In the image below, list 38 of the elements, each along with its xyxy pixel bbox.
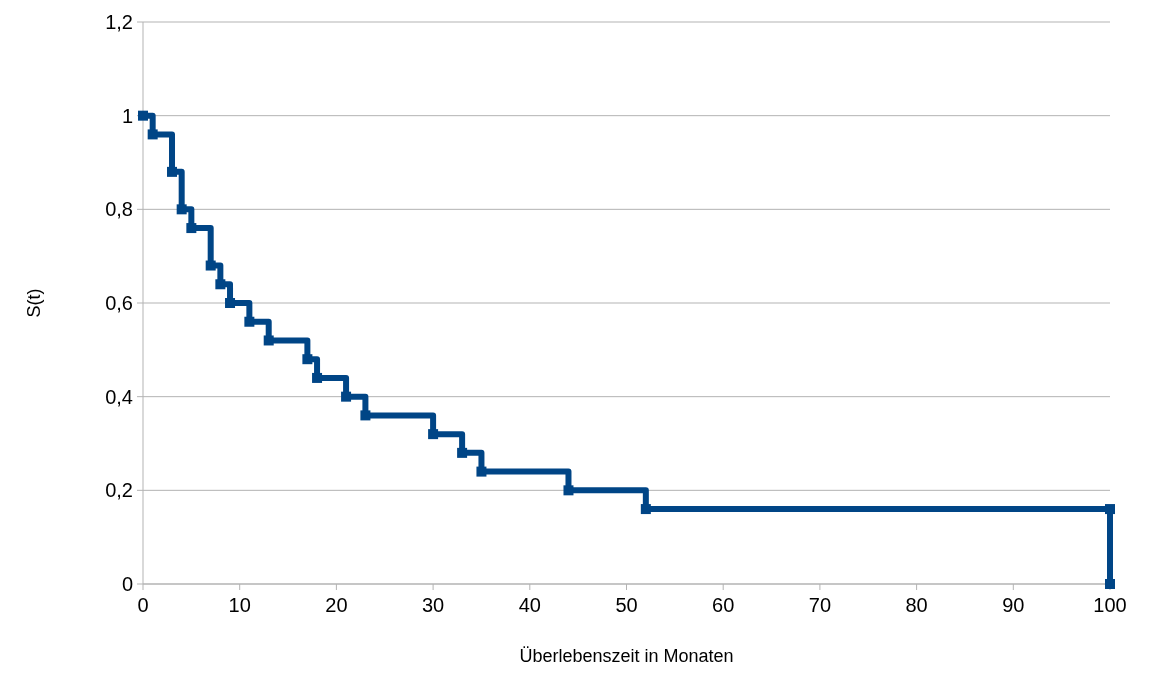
y-axis-title: S(t) — [24, 288, 44, 318]
point — [244, 316, 255, 327]
x-tick-label: 0 — [137, 594, 149, 616]
point — [147, 129, 158, 140]
point — [225, 298, 236, 308]
point — [476, 466, 487, 477]
point — [428, 429, 439, 440]
point — [205, 260, 216, 271]
x-tick-label: 70 — [808, 594, 832, 616]
x-tick-label: 90 — [1002, 594, 1025, 616]
y-tick-label: 0,8 — [105, 198, 133, 221]
point — [360, 410, 371, 421]
x-axis-title: Überlebenszeit in Monaten — [519, 646, 734, 666]
point — [263, 335, 274, 346]
y-tick-label: 0,6 — [105, 292, 133, 314]
point — [457, 447, 468, 458]
point — [312, 372, 323, 383]
point — [563, 485, 574, 496]
x-tick-label: 20 — [325, 594, 348, 616]
point — [176, 204, 187, 215]
x-tick-label: 60 — [712, 594, 735, 616]
x-tick-label: 80 — [905, 594, 928, 616]
point — [640, 504, 651, 515]
x-tick-label: 50 — [615, 594, 638, 616]
point — [215, 279, 226, 290]
x-tick-label: 100 — [1093, 594, 1127, 616]
point — [167, 166, 178, 177]
x-tick-label: 40 — [518, 594, 541, 616]
y-tick-label: 0 — [121, 573, 133, 595]
x-tick-label: 30 — [421, 594, 445, 616]
y-tick-label: 0,4 — [105, 385, 133, 408]
point — [186, 223, 197, 234]
y-tick-label: 1 — [121, 104, 133, 127]
x-tick-label: 10 — [228, 594, 251, 616]
y-tick-label: 0,2 — [105, 479, 133, 502]
point — [341, 391, 352, 402]
y-tick-label: 1,2 — [105, 11, 133, 33]
point — [302, 354, 313, 365]
